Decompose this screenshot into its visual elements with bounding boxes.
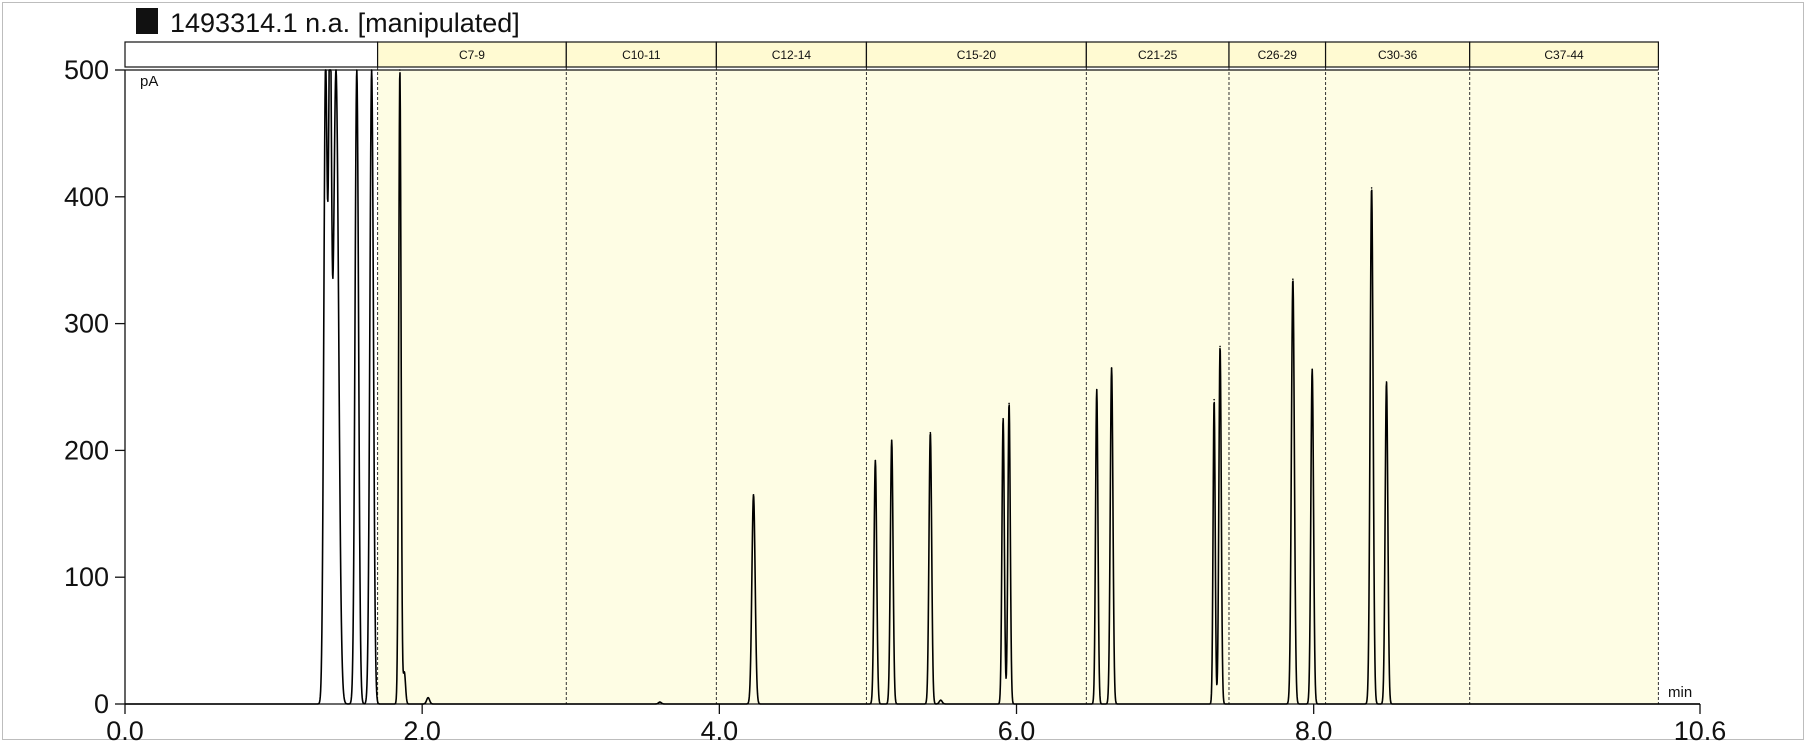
chromatogram-trace xyxy=(124,69,1701,705)
x-tick-label: 0.0 xyxy=(106,716,144,742)
peak-apex xyxy=(1385,381,1388,383)
axes-layer: 0 100 200 300 400 500 0.0 2.0 4.0 6.0 8.0 10.6 xyxy=(64,55,1726,742)
peak-apex xyxy=(355,69,358,71)
peak-apex xyxy=(370,69,373,71)
y-tick-label: 0 xyxy=(94,689,109,719)
peak-apex xyxy=(659,701,661,703)
band-header xyxy=(376,41,567,68)
title-marker-icon xyxy=(136,8,158,34)
peak-apex xyxy=(1213,398,1215,401)
peak-apex xyxy=(1008,402,1010,405)
band-label: C21-25 xyxy=(1138,48,1178,62)
chart-title: 1493314.1 n.a. [manipulated] xyxy=(170,8,520,38)
x-tick-label: 2.0 xyxy=(403,716,441,742)
peak-apex xyxy=(427,696,429,699)
band-label: C15-20 xyxy=(957,48,997,62)
x-tick-label: 6.0 xyxy=(998,716,1036,742)
band-label: C10-11 xyxy=(622,48,661,62)
peak-apex xyxy=(329,69,331,71)
band-header xyxy=(715,41,868,68)
band-header xyxy=(1469,41,1659,68)
peak-apex xyxy=(1095,388,1098,391)
y-tick-label: 400 xyxy=(64,182,109,212)
header-blank xyxy=(124,41,379,68)
peak-apex xyxy=(752,493,755,496)
band-layer xyxy=(377,67,1659,704)
peak-apex xyxy=(1219,345,1221,348)
x-axis-unit-label: min xyxy=(1668,684,1692,701)
y-tick-label: 500 xyxy=(64,55,109,85)
x-tick-label: 4.0 xyxy=(701,716,739,742)
peak-apex xyxy=(1370,187,1373,189)
x-tick-label: 10.6 xyxy=(1674,716,1727,742)
peak-apex xyxy=(929,431,932,434)
peak-apex xyxy=(403,671,406,674)
y-axis-unit-label: pA xyxy=(140,73,158,90)
peak-apex xyxy=(1002,417,1004,420)
band-header xyxy=(1085,41,1230,68)
peak-apex xyxy=(890,439,893,442)
band-header-layer: C7-9 C10-11 C12-14 C15-20 C21-25 C26-29 C30-36… xyxy=(124,41,1659,68)
trace-layer xyxy=(124,69,1701,705)
band-header xyxy=(1324,41,1471,68)
band-header xyxy=(865,41,1087,68)
band-header xyxy=(565,41,717,68)
shaded-region xyxy=(377,70,1659,704)
y-tick-label: 200 xyxy=(64,435,109,465)
y-tick-label: 100 xyxy=(64,562,109,592)
peak-apex xyxy=(939,699,942,701)
x-tick-label: 8.0 xyxy=(1295,716,1333,742)
peak-apex xyxy=(1292,278,1294,281)
band-label: C7-9 xyxy=(459,48,485,62)
y-tick-label: 300 xyxy=(64,309,109,339)
peak-apex xyxy=(335,69,337,71)
peak-apex xyxy=(399,69,401,71)
peak-apex xyxy=(1110,367,1113,369)
peak-apex xyxy=(874,459,877,462)
peak-apex xyxy=(1311,368,1313,371)
peak-apex xyxy=(324,69,327,71)
band-label: C12-14 xyxy=(772,48,812,62)
band-label: C26-29 xyxy=(1258,48,1298,62)
band-label: C37-44 xyxy=(1544,48,1584,62)
band-label: C30-36 xyxy=(1378,48,1418,62)
